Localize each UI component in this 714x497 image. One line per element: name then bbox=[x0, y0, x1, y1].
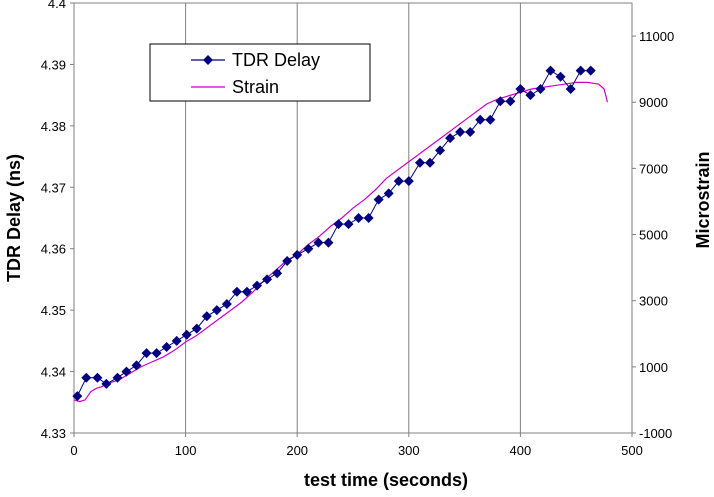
tdr-delay-point bbox=[92, 372, 103, 383]
tdr-delay-point bbox=[435, 145, 446, 156]
tdr-delay-point bbox=[445, 133, 456, 144]
tdr-delay-line bbox=[76, 69, 591, 397]
tdr-delay-point bbox=[363, 213, 374, 223]
legend-box bbox=[149, 43, 371, 102]
series-layer bbox=[72, 65, 609, 403]
x-tick-label: 500 bbox=[621, 443, 643, 458]
tdr-delay-point bbox=[72, 391, 83, 402]
x-tick-label: 0 bbox=[70, 443, 77, 458]
y2-tick-label: 3000 bbox=[639, 294, 668, 309]
tdr-delay-point bbox=[181, 329, 192, 340]
tdr-delay-point bbox=[485, 114, 496, 125]
tdr-delay-point bbox=[373, 194, 384, 205]
tdr-delay-point bbox=[475, 114, 486, 125]
tdr-delay-point bbox=[81, 372, 92, 383]
tdr-delay-point bbox=[515, 84, 526, 94]
tdr-delay-point bbox=[393, 176, 404, 187]
tdr-delay-point bbox=[425, 157, 436, 168]
y-tick-label: 4.35 bbox=[41, 303, 66, 318]
tdr-delay-point bbox=[495, 96, 506, 107]
tdr-delay-point bbox=[201, 311, 212, 322]
tdr-delay-point bbox=[211, 305, 222, 316]
tdr-delay-point bbox=[241, 286, 252, 297]
tdr-delay-point bbox=[465, 127, 476, 137]
tdr-delay-point bbox=[121, 366, 132, 377]
legend-label-strain: Strain bbox=[232, 77, 279, 97]
y-tick-label: 4.36 bbox=[41, 242, 66, 257]
tdr-delay-point bbox=[343, 219, 354, 230]
tdr-delay-point bbox=[303, 243, 314, 254]
tdr-delay-point bbox=[191, 323, 202, 334]
tdr-delay-point bbox=[575, 65, 586, 76]
y-tick-label: 4.38 bbox=[41, 119, 66, 134]
y-tick-label: 4.34 bbox=[41, 365, 66, 380]
tdr-delay-point bbox=[383, 188, 394, 199]
tdr-delay-point bbox=[455, 127, 466, 137]
tdr-delay-point bbox=[272, 268, 283, 279]
plot-area bbox=[73, 2, 633, 434]
x-tick-label: 400 bbox=[510, 443, 532, 458]
y-tick-label: 4.33 bbox=[41, 426, 66, 441]
y2-tick-label: 5000 bbox=[639, 228, 668, 243]
tdr-delay-point bbox=[353, 213, 364, 223]
y-tick-label: 4.4 bbox=[48, 0, 66, 11]
tdr-delay-point bbox=[333, 219, 344, 230]
tdr-delay-point bbox=[555, 71, 566, 82]
tdr-delay-point bbox=[403, 176, 414, 187]
tdr-delay-point bbox=[323, 237, 334, 248]
x-tick-label: 300 bbox=[398, 443, 420, 458]
tdr-delay-point bbox=[292, 249, 303, 260]
tdr-delay-point bbox=[131, 360, 142, 371]
tdr-delay-point bbox=[101, 378, 112, 389]
tdr-delay-point bbox=[231, 286, 242, 297]
tdr-delay-point bbox=[282, 256, 293, 266]
tdr-delay-point bbox=[221, 299, 232, 309]
x-tick-label: 100 bbox=[175, 443, 197, 458]
tdr-delay-point bbox=[545, 65, 556, 76]
legend: TDR Delay Strain bbox=[149, 43, 371, 102]
tdr-delay-point bbox=[151, 348, 162, 359]
y2-tick-label: 9000 bbox=[639, 95, 668, 110]
y2-tick-label: -1000 bbox=[639, 426, 672, 441]
tdr-delay-point bbox=[313, 237, 324, 248]
x-axis-title: test time (seconds) bbox=[304, 470, 468, 490]
y2-tick-label: 7000 bbox=[639, 161, 668, 176]
tdr-delay-point bbox=[171, 335, 182, 346]
tdr-delay-point bbox=[585, 65, 596, 76]
legend-label-tdr-delay: TDR Delay bbox=[232, 50, 320, 70]
tdr-delay-point bbox=[112, 372, 123, 383]
y2-tick-label: 11000 bbox=[639, 29, 674, 44]
y2-axis-title: Microstrain bbox=[693, 151, 713, 248]
legend-marker-tdr-delay bbox=[203, 55, 213, 65]
tdr-delay-point bbox=[161, 342, 172, 352]
tdr-delay-point bbox=[525, 90, 536, 101]
tdr-delay-point bbox=[141, 348, 152, 359]
axis-ticks: 0 100 200 300 400 500 4.33 4.34 4.35 4.36 4.37 4.38… bbox=[41, 0, 675, 458]
tdr-delay-point bbox=[565, 84, 576, 94]
y2-tick-label: 1000 bbox=[639, 360, 668, 375]
tdr-delay-point bbox=[505, 96, 516, 107]
y-tick-label: 4.39 bbox=[41, 57, 66, 72]
y-axis-title: TDR Delay (ns) bbox=[4, 154, 24, 282]
x-tick-label: 200 bbox=[286, 443, 308, 458]
y-tick-label: 4.37 bbox=[41, 180, 66, 195]
tdr-delay-point bbox=[535, 84, 546, 94]
tdr-delay-point bbox=[414, 157, 425, 168]
tdr-delay-point bbox=[262, 274, 273, 285]
tdr-delay-point bbox=[252, 280, 263, 291]
